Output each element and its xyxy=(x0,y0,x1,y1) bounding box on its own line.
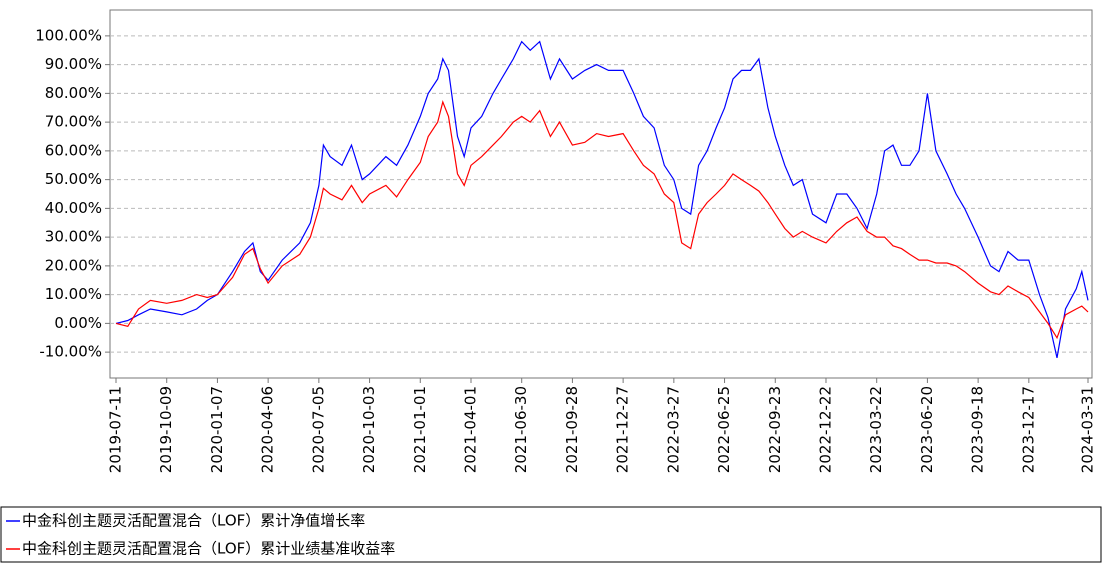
x-tick-label: 2021-01-01 xyxy=(411,386,429,473)
x-tick-label: 2020-01-07 xyxy=(208,386,226,473)
y-tick-label: 80.00% xyxy=(45,84,102,102)
y-tick-label: -10.00% xyxy=(39,343,102,361)
series-line xyxy=(115,40,1089,359)
y-tick-label: 10.00% xyxy=(45,285,102,303)
x-tick-label: 2020-07-05 xyxy=(309,386,327,473)
x-tick-label: 2021-06-30 xyxy=(512,386,530,473)
x-tick-label: 2024-03-31 xyxy=(1079,386,1097,473)
x-tick-label: 2023-09-18 xyxy=(969,386,987,473)
plot-frame xyxy=(109,9,1093,379)
x-tick-label: 2021-09-28 xyxy=(563,386,581,473)
legend-label: 中金科创主题灵活配置混合（LOF）累计净值增长率 xyxy=(22,512,365,530)
y-tick-label: 30.00% xyxy=(45,228,102,246)
legend-box xyxy=(0,506,1102,563)
y-tick-label: 70.00% xyxy=(45,113,102,131)
x-tick-label: 2020-10-03 xyxy=(360,386,378,473)
x-tick-label: 2023-03-22 xyxy=(867,386,885,473)
y-tick-label: 0.00% xyxy=(54,314,102,332)
x-tick-label: 2023-06-20 xyxy=(918,386,936,473)
x-tick-label: 2022-03-27 xyxy=(664,386,682,473)
legend-label: 中金科创主题灵活配置混合（LOF）累计业绩基准收益率 xyxy=(22,540,395,558)
y-tick-label: 90.00% xyxy=(45,55,102,73)
y-tick-label: 50.00% xyxy=(45,170,102,188)
x-tick-label: 2021-12-27 xyxy=(614,386,632,473)
y-tick-label: 60.00% xyxy=(45,141,102,159)
x-tick-label: 2020-04-06 xyxy=(259,386,277,473)
y-tick-label: 100.00% xyxy=(35,26,102,44)
x-tick-label: 2019-10-09 xyxy=(157,386,175,473)
x-tick-label: 2019-07-11 xyxy=(107,386,125,473)
x-tick-label: 2023-12-17 xyxy=(1019,386,1037,473)
x-tick-label: 2022-06-25 xyxy=(715,386,733,473)
x-tick-label: 2022-12-22 xyxy=(816,386,834,473)
y-tick-label: 20.00% xyxy=(45,256,102,274)
x-tick-label: 2022-09-23 xyxy=(766,386,784,473)
series-line xyxy=(115,100,1089,340)
x-tick-label: 2021-04-01 xyxy=(461,386,479,473)
y-tick-label: 40.00% xyxy=(45,199,102,217)
